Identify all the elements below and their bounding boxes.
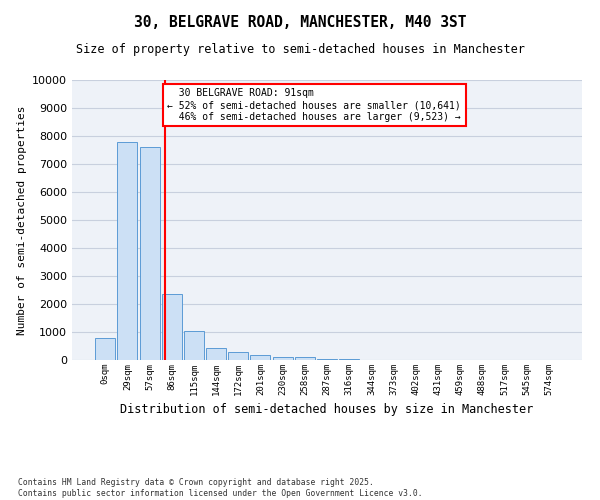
Bar (206, 348, 226, 360)
Bar (295, 358, 315, 360)
Text: Size of property relative to semi-detached houses in Manchester: Size of property relative to semi-detach… (76, 42, 524, 56)
Bar (317, 358, 337, 360)
Text: Contains HM Land Registry data © Crown copyright and database right 2025.
Contai: Contains HM Land Registry data © Crown c… (18, 478, 422, 498)
Bar (250, 355, 271, 360)
Bar (118, 142, 137, 360)
Bar (140, 147, 160, 360)
Bar (95, 338, 115, 360)
Y-axis label: Number of semi-detached properties: Number of semi-detached properties (17, 106, 26, 335)
Bar (184, 330, 204, 360)
Bar (228, 352, 248, 360)
X-axis label: Distribution of semi-detached houses by size in Manchester: Distribution of semi-detached houses by … (121, 404, 533, 416)
Bar (272, 356, 293, 360)
Text: 30, BELGRAVE ROAD, MANCHESTER, M40 3ST: 30, BELGRAVE ROAD, MANCHESTER, M40 3ST (134, 15, 466, 30)
Text: 30 BELGRAVE ROAD: 91sqm
← 52% of semi-detached houses are smaller (10,641)
  46%: 30 BELGRAVE ROAD: 91sqm ← 52% of semi-de… (167, 88, 461, 122)
Bar (162, 294, 182, 360)
